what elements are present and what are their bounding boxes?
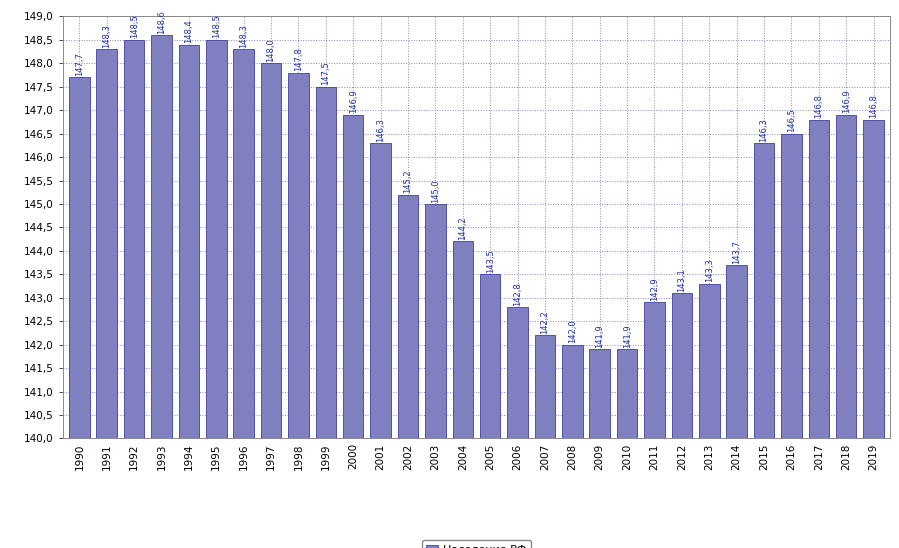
Text: 146,5: 146,5 — [787, 109, 796, 132]
Text: 146,9: 146,9 — [841, 90, 850, 113]
Bar — [261, 64, 281, 438]
Text: 146,3: 146,3 — [760, 118, 769, 141]
Bar — [645, 302, 664, 438]
Text: 145,0: 145,0 — [431, 179, 440, 203]
Bar — [507, 307, 528, 438]
Text: 142,2: 142,2 — [540, 310, 549, 334]
Text: 143,3: 143,3 — [705, 259, 714, 282]
Text: 144,2: 144,2 — [458, 216, 467, 240]
Text: 148,3: 148,3 — [102, 24, 111, 48]
Text: 141,9: 141,9 — [595, 324, 604, 348]
Text: 147,8: 147,8 — [294, 48, 303, 71]
Bar — [617, 349, 637, 438]
Bar — [124, 40, 145, 438]
Text: 145,2: 145,2 — [404, 169, 413, 193]
Bar — [562, 345, 583, 438]
Text: 146,8: 146,8 — [869, 94, 878, 118]
Bar — [863, 119, 884, 438]
Text: 148,5: 148,5 — [212, 15, 221, 38]
Text: 143,1: 143,1 — [677, 268, 686, 292]
Bar — [343, 115, 363, 438]
Text: 147,5: 147,5 — [321, 61, 330, 85]
Bar — [179, 44, 200, 438]
Bar — [836, 115, 857, 438]
Bar — [316, 87, 336, 438]
Text: 143,7: 143,7 — [732, 239, 741, 264]
Text: 147,7: 147,7 — [75, 52, 84, 76]
Bar — [234, 49, 254, 438]
Text: 142,0: 142,0 — [568, 319, 577, 343]
Bar — [672, 293, 692, 438]
Bar — [480, 275, 501, 438]
Bar — [753, 143, 774, 438]
Bar — [151, 35, 172, 438]
Legend: Население РФ: Население РФ — [422, 540, 531, 548]
Bar — [397, 195, 418, 438]
Bar — [781, 134, 802, 438]
Bar — [69, 77, 90, 438]
Bar — [452, 242, 473, 438]
Bar — [808, 119, 829, 438]
Bar — [726, 265, 747, 438]
Bar — [289, 73, 308, 438]
Text: 142,8: 142,8 — [513, 282, 522, 306]
Text: 148,5: 148,5 — [129, 15, 138, 38]
Text: 146,3: 146,3 — [376, 118, 385, 141]
Bar — [425, 204, 446, 438]
Bar — [699, 284, 719, 438]
Bar — [96, 49, 117, 438]
Text: 142,9: 142,9 — [650, 277, 659, 301]
Text: 143,5: 143,5 — [485, 249, 494, 273]
Text: 148,0: 148,0 — [267, 38, 276, 62]
Bar — [206, 40, 227, 438]
Text: 148,3: 148,3 — [239, 24, 248, 48]
Text: 148,4: 148,4 — [184, 19, 193, 43]
Bar — [590, 349, 610, 438]
Text: 148,6: 148,6 — [157, 10, 166, 34]
Text: 146,8: 146,8 — [814, 94, 823, 118]
Text: 141,9: 141,9 — [623, 324, 632, 348]
Bar — [535, 335, 556, 438]
Bar — [370, 143, 391, 438]
Text: 146,9: 146,9 — [349, 90, 358, 113]
